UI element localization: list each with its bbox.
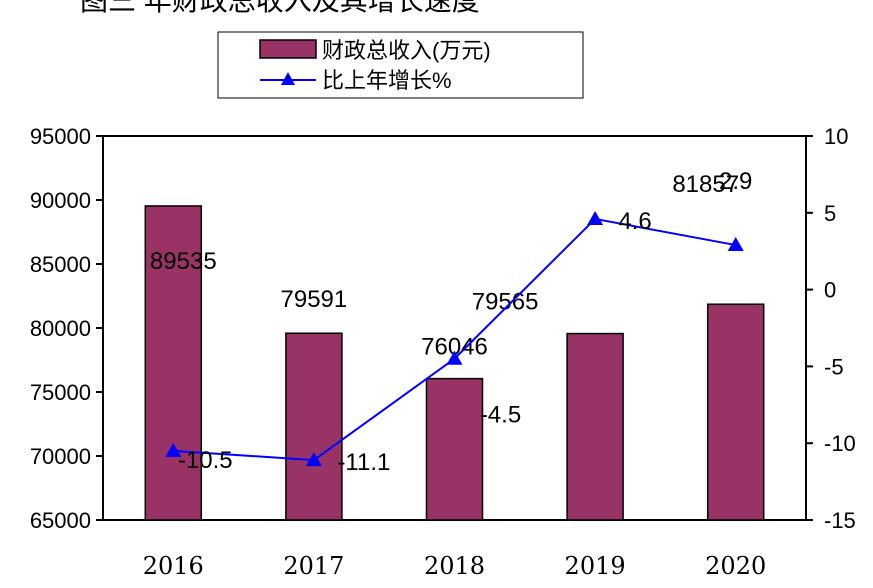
bar-data-label: 79565 <box>472 289 539 316</box>
left-tick-label: 95000 <box>30 124 91 149</box>
left-tick-label: 65000 <box>30 508 91 533</box>
x-axis: 2016 2017 2018 2019 2020 <box>143 552 766 580</box>
right-axis: -15 -10 -5 0 5 10 <box>806 124 856 533</box>
legend-line-label: 比上年增长% <box>322 68 452 93</box>
bar <box>285 332 343 521</box>
chart-title: 图三 年财政总收入及其增长速度 <box>80 0 480 16</box>
left-tick-label: 75000 <box>30 380 91 405</box>
right-tick-label: -5 <box>824 354 844 379</box>
left-tick-label: 85000 <box>30 252 91 277</box>
x-tick-label: 2019 <box>565 552 626 580</box>
line-data-label: -4.5 <box>480 402 521 429</box>
line-data-label: -11.1 <box>337 449 390 476</box>
legend-bar-swatch <box>259 39 317 59</box>
bar <box>425 377 484 521</box>
triangle-marker-icon <box>727 237 744 252</box>
right-tick-label: -10 <box>824 431 856 456</box>
line-series <box>165 210 744 467</box>
line-data-labels: -10.5 -11.1 -4.5 4.6 2.9 <box>178 168 752 476</box>
left-axis: 65000 70000 75000 80000 85000 90000 95000 <box>30 124 103 533</box>
right-tick-label: -15 <box>824 508 856 533</box>
line-data-label: -10.5 <box>178 447 233 474</box>
triangle-marker-icon <box>587 210 604 225</box>
bar-data-label: 79591 <box>281 286 348 313</box>
right-tick-label: 5 <box>824 201 836 226</box>
triangle-marker-icon <box>165 442 182 457</box>
triangle-marker-icon <box>446 350 463 365</box>
bar <box>566 332 624 521</box>
bar <box>706 303 765 521</box>
bar-data-label: 81857 <box>672 171 739 198</box>
x-tick-label: 2017 <box>283 552 344 580</box>
right-tick-label: 10 <box>824 124 848 149</box>
legend-triangle-marker-icon <box>281 72 295 85</box>
bar-data-label: 89535 <box>150 248 217 275</box>
line-data-label: 4.6 <box>618 208 651 235</box>
x-tick-label: 2018 <box>424 552 485 580</box>
left-tick-label: 90000 <box>30 188 91 213</box>
line-data-label: 2.9 <box>719 168 752 195</box>
legend: 财政总收入(万元) 比上年增长% <box>217 31 584 99</box>
x-tick-label: 2016 <box>143 552 204 580</box>
triangle-marker-icon <box>305 452 322 467</box>
legend-bar-label: 财政总收入(万元) <box>322 38 491 63</box>
left-tick-label: 80000 <box>30 316 91 341</box>
right-tick-label: 0 <box>824 278 836 303</box>
bar <box>144 205 203 521</box>
left-tick-label: 70000 <box>30 444 91 469</box>
bar-series <box>144 205 765 521</box>
x-tick-label: 2020 <box>705 552 766 580</box>
